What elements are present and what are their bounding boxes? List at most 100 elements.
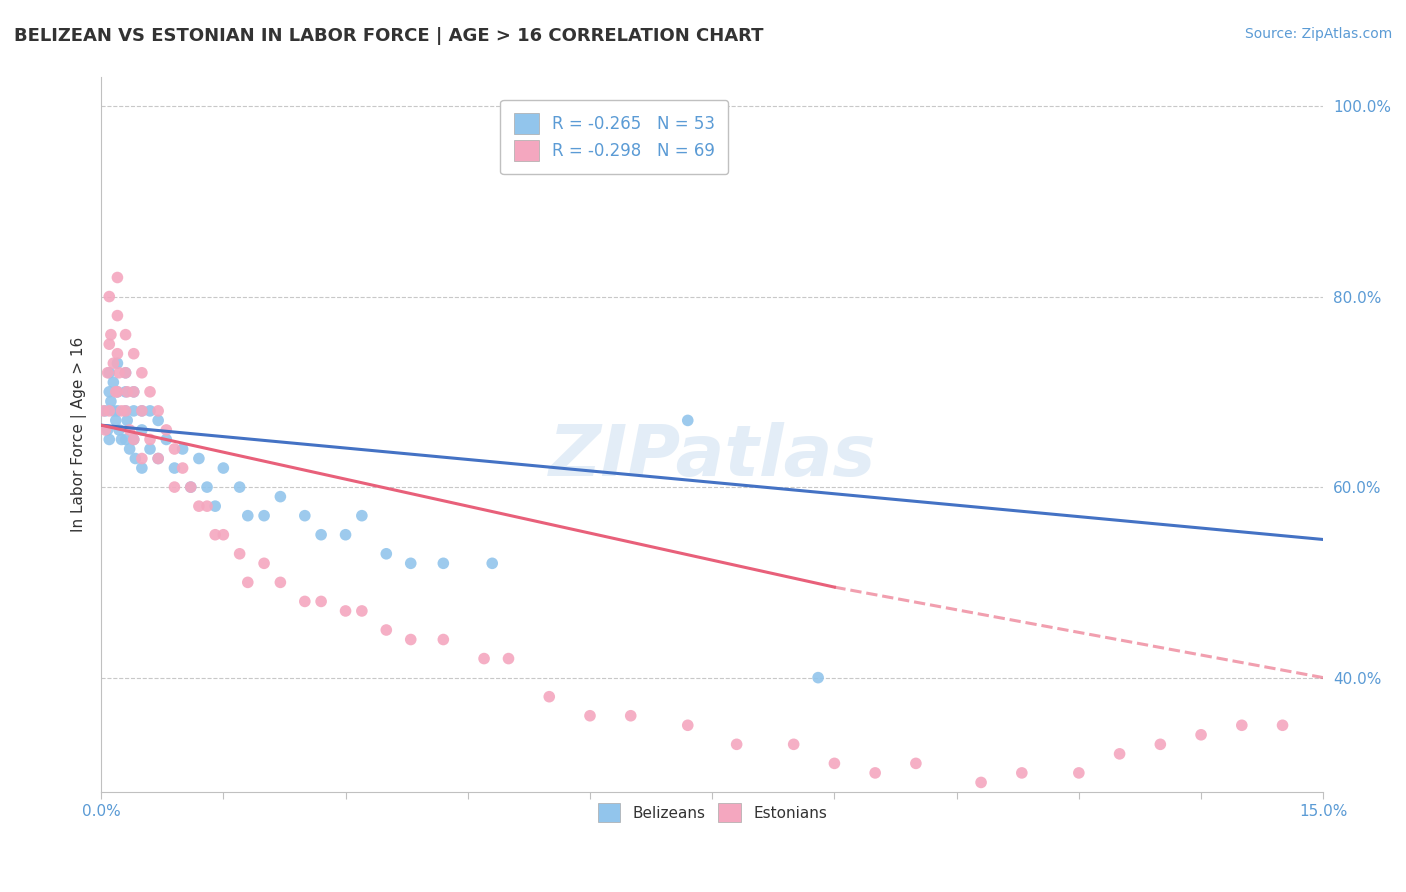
Point bbox=[131, 366, 153, 380]
Point bbox=[122, 433, 145, 447]
Point bbox=[1067, 765, 1090, 780]
Point bbox=[253, 557, 276, 571]
Point bbox=[114, 404, 136, 418]
Point bbox=[472, 651, 495, 665]
Point bbox=[107, 347, 129, 361]
Point bbox=[131, 451, 153, 466]
Point bbox=[172, 461, 194, 475]
Point bbox=[180, 480, 202, 494]
Point bbox=[294, 508, 316, 523]
Point bbox=[195, 480, 218, 494]
Point bbox=[155, 433, 177, 447]
Point bbox=[94, 404, 117, 418]
Point bbox=[103, 356, 125, 370]
Point bbox=[432, 632, 454, 647]
Point bbox=[309, 527, 332, 541]
Point bbox=[107, 309, 129, 323]
Point bbox=[294, 594, 316, 608]
Point bbox=[538, 690, 561, 704]
Point bbox=[118, 423, 141, 437]
Point bbox=[309, 594, 332, 608]
Point bbox=[124, 451, 146, 466]
Point bbox=[146, 413, 169, 427]
Point bbox=[498, 651, 520, 665]
Point bbox=[579, 708, 602, 723]
Legend: Belizeans, Estonians: Belizeans, Estonians bbox=[585, 791, 839, 834]
Point bbox=[104, 413, 127, 427]
Point bbox=[212, 527, 235, 541]
Point bbox=[108, 366, 131, 380]
Point bbox=[187, 499, 209, 513]
Point bbox=[1271, 718, 1294, 732]
Point bbox=[163, 442, 186, 456]
Point bbox=[98, 404, 121, 418]
Point bbox=[1011, 765, 1033, 780]
Point bbox=[115, 413, 138, 427]
Point bbox=[98, 337, 121, 351]
Point bbox=[107, 270, 129, 285]
Point bbox=[139, 433, 162, 447]
Point bbox=[253, 508, 276, 523]
Point bbox=[98, 366, 121, 380]
Point bbox=[97, 423, 120, 437]
Point bbox=[432, 557, 454, 571]
Point bbox=[620, 708, 643, 723]
Point bbox=[107, 384, 129, 399]
Point bbox=[782, 737, 804, 751]
Point bbox=[110, 404, 132, 418]
Point bbox=[204, 499, 226, 513]
Point bbox=[97, 366, 120, 380]
Text: Source: ZipAtlas.com: Source: ZipAtlas.com bbox=[1244, 27, 1392, 41]
Point bbox=[375, 623, 398, 637]
Point bbox=[863, 765, 886, 780]
Point bbox=[114, 327, 136, 342]
Point bbox=[94, 423, 117, 437]
Point bbox=[1108, 747, 1130, 761]
Point bbox=[970, 775, 993, 789]
Point bbox=[676, 718, 699, 732]
Point bbox=[98, 289, 121, 303]
Point bbox=[115, 384, 138, 399]
Point bbox=[676, 413, 699, 427]
Point bbox=[399, 557, 422, 571]
Point bbox=[163, 480, 186, 494]
Point bbox=[139, 404, 162, 418]
Point bbox=[187, 451, 209, 466]
Point bbox=[122, 384, 145, 399]
Point bbox=[107, 356, 129, 370]
Point bbox=[103, 404, 125, 418]
Text: BELIZEAN VS ESTONIAN IN LABOR FORCE | AGE > 16 CORRELATION CHART: BELIZEAN VS ESTONIAN IN LABOR FORCE | AG… bbox=[14, 27, 763, 45]
Point bbox=[350, 508, 373, 523]
Point bbox=[114, 366, 136, 380]
Point bbox=[155, 423, 177, 437]
Point bbox=[399, 632, 422, 647]
Point bbox=[104, 384, 127, 399]
Point bbox=[195, 499, 218, 513]
Point bbox=[904, 756, 927, 771]
Point bbox=[114, 384, 136, 399]
Point bbox=[131, 404, 153, 418]
Point bbox=[107, 404, 129, 418]
Point bbox=[335, 527, 357, 541]
Point bbox=[269, 490, 291, 504]
Point bbox=[139, 442, 162, 456]
Text: ZIPatlas: ZIPatlas bbox=[548, 422, 876, 491]
Point bbox=[228, 480, 250, 494]
Point bbox=[103, 376, 125, 390]
Point bbox=[146, 451, 169, 466]
Point bbox=[335, 604, 357, 618]
Point bbox=[725, 737, 748, 751]
Point bbox=[269, 575, 291, 590]
Point bbox=[122, 404, 145, 418]
Point bbox=[236, 575, 259, 590]
Point bbox=[180, 480, 202, 494]
Point bbox=[1230, 718, 1253, 732]
Y-axis label: In Labor Force | Age > 16: In Labor Force | Age > 16 bbox=[72, 337, 87, 533]
Point bbox=[807, 671, 830, 685]
Point bbox=[110, 433, 132, 447]
Point bbox=[131, 461, 153, 475]
Point bbox=[163, 461, 186, 475]
Point bbox=[146, 404, 169, 418]
Point bbox=[204, 527, 226, 541]
Point bbox=[107, 384, 129, 399]
